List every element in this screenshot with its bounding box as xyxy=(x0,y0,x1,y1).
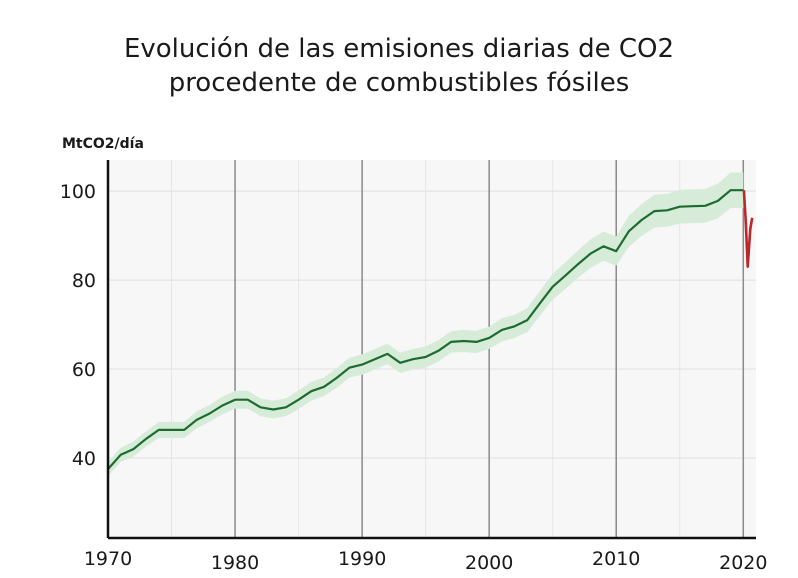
series-lines xyxy=(107,189,754,470)
y-axis-label: MtCO2/día xyxy=(62,136,144,152)
chart-title: Evolución de las emisiones diarias de CO… xyxy=(0,32,798,100)
x-tick-label: 1970 xyxy=(84,548,132,570)
x-tick-label: 2020 xyxy=(719,552,767,574)
uncertainty-band xyxy=(108,172,744,477)
series-line-2020-drop xyxy=(742,190,754,269)
chart-title-line-2: procedente de combustibles fósiles xyxy=(168,68,630,98)
x-tick-label: 2010 xyxy=(592,548,640,570)
x-tick-label: 1990 xyxy=(338,548,386,570)
tick-labels: 40 60 80 100 1970 1980 1990 2000 2010 2020 xyxy=(60,181,768,574)
axes xyxy=(106,160,756,540)
y-tick-label: 40 xyxy=(72,448,96,470)
confidence-band xyxy=(108,172,744,477)
series-line-emissions xyxy=(107,189,744,470)
chart-title-line-1: Evolución de las emisiones diarias de CO… xyxy=(123,34,675,64)
grid xyxy=(108,160,756,538)
y-tick-label: 100 xyxy=(60,181,96,203)
y-tick-label: 80 xyxy=(72,270,96,292)
y-tick-label: 60 xyxy=(72,359,96,381)
x-tick-label: 2000 xyxy=(465,552,513,574)
x-tick-label: 1980 xyxy=(211,552,259,574)
